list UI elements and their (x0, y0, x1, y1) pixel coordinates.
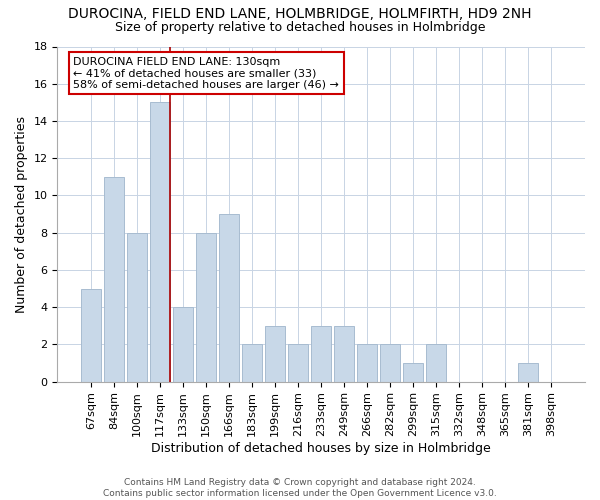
X-axis label: Distribution of detached houses by size in Holmbridge: Distribution of detached houses by size … (151, 442, 491, 455)
Bar (242, 344, 262, 382)
Bar (403, 363, 423, 382)
Bar (82, 288, 101, 382)
Bar (380, 344, 400, 382)
Bar (220, 214, 239, 382)
Bar (311, 326, 331, 382)
Bar (127, 232, 147, 382)
Text: Size of property relative to detached houses in Holmbridge: Size of property relative to detached ho… (115, 21, 485, 34)
Bar (358, 344, 377, 382)
Bar (196, 232, 216, 382)
Bar (151, 102, 170, 382)
Text: Contains HM Land Registry data © Crown copyright and database right 2024.
Contai: Contains HM Land Registry data © Crown c… (103, 478, 497, 498)
Bar (289, 344, 308, 382)
Text: DUROCINA FIELD END LANE: 130sqm
← 41% of detached houses are smaller (33)
58% of: DUROCINA FIELD END LANE: 130sqm ← 41% of… (73, 56, 339, 90)
Bar (265, 326, 285, 382)
Bar (173, 307, 193, 382)
Bar (334, 326, 354, 382)
Bar (427, 344, 446, 382)
Bar (518, 363, 538, 382)
Bar (104, 177, 124, 382)
Text: DUROCINA, FIELD END LANE, HOLMBRIDGE, HOLMFIRTH, HD9 2NH: DUROCINA, FIELD END LANE, HOLMBRIDGE, HO… (68, 8, 532, 22)
Y-axis label: Number of detached properties: Number of detached properties (15, 116, 28, 312)
